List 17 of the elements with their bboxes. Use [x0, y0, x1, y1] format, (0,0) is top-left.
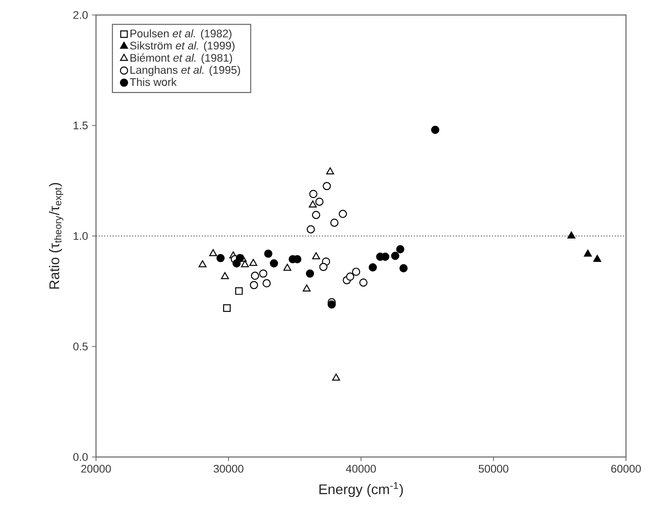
legend-label: Sikström et al. (1999)	[130, 41, 234, 52]
y-tick-label: 1.0	[74, 232, 88, 240]
y-tick-label: 0.5	[73, 342, 88, 350]
y-tick-label: 1.5	[74, 122, 88, 130]
x-tick-label: 30000	[214, 464, 244, 473]
legend-label: Langhans et al. (1995)	[130, 66, 240, 76]
y-axis-title: Ratio (τ$_{theory}$/τ$_{expt}$)	[48, 183, 64, 289]
x-tick-label: 60000	[611, 464, 641, 473]
legend-label: This work	[130, 78, 177, 86]
legend-label: Poulsen et al. (1982)	[130, 29, 232, 40]
y-tick-label: 2.0	[73, 11, 88, 19]
x-axis-title: Energy (cm$^{-1}$)	[319, 482, 403, 498]
y-tick-label: 0.0	[73, 453, 88, 461]
x-tick-label: 20000	[81, 464, 111, 473]
x-tick-label: 50000	[478, 464, 508, 473]
x-tick-label: 40000	[346, 464, 376, 473]
legend-label: Biémont et al. (1981)	[130, 54, 232, 64]
